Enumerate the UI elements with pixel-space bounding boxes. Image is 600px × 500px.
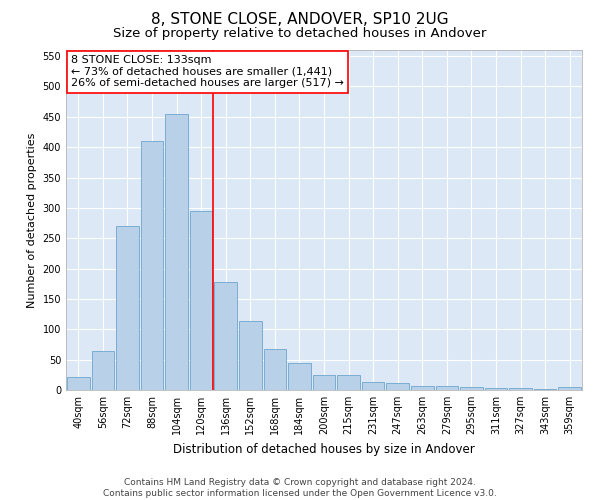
Bar [239,322,262,390]
Text: Size of property relative to detached houses in Andover: Size of property relative to detached ho… [113,28,487,40]
Bar [337,375,360,390]
Y-axis label: Number of detached properties: Number of detached properties [27,132,37,308]
Bar [509,388,532,390]
Text: 8, STONE CLOSE, ANDOVER, SP10 2UG: 8, STONE CLOSE, ANDOVER, SP10 2UG [151,12,449,28]
Bar [460,387,483,390]
Bar [92,350,114,390]
Bar [411,386,434,390]
Bar [263,348,286,390]
Bar [116,226,139,390]
Bar [190,211,212,390]
X-axis label: Distribution of detached houses by size in Andover: Distribution of detached houses by size … [173,442,475,456]
Bar [436,386,458,390]
Bar [165,114,188,390]
Bar [214,282,237,390]
Bar [485,388,508,390]
Bar [288,364,311,390]
Text: Contains HM Land Registry data © Crown copyright and database right 2024.
Contai: Contains HM Land Registry data © Crown c… [103,478,497,498]
Bar [362,382,385,390]
Bar [313,375,335,390]
Bar [140,141,163,390]
Bar [67,376,89,390]
Bar [559,387,581,390]
Bar [534,389,556,390]
Bar [386,382,409,390]
Text: 8 STONE CLOSE: 133sqm
← 73% of detached houses are smaller (1,441)
26% of semi-d: 8 STONE CLOSE: 133sqm ← 73% of detached … [71,55,344,88]
